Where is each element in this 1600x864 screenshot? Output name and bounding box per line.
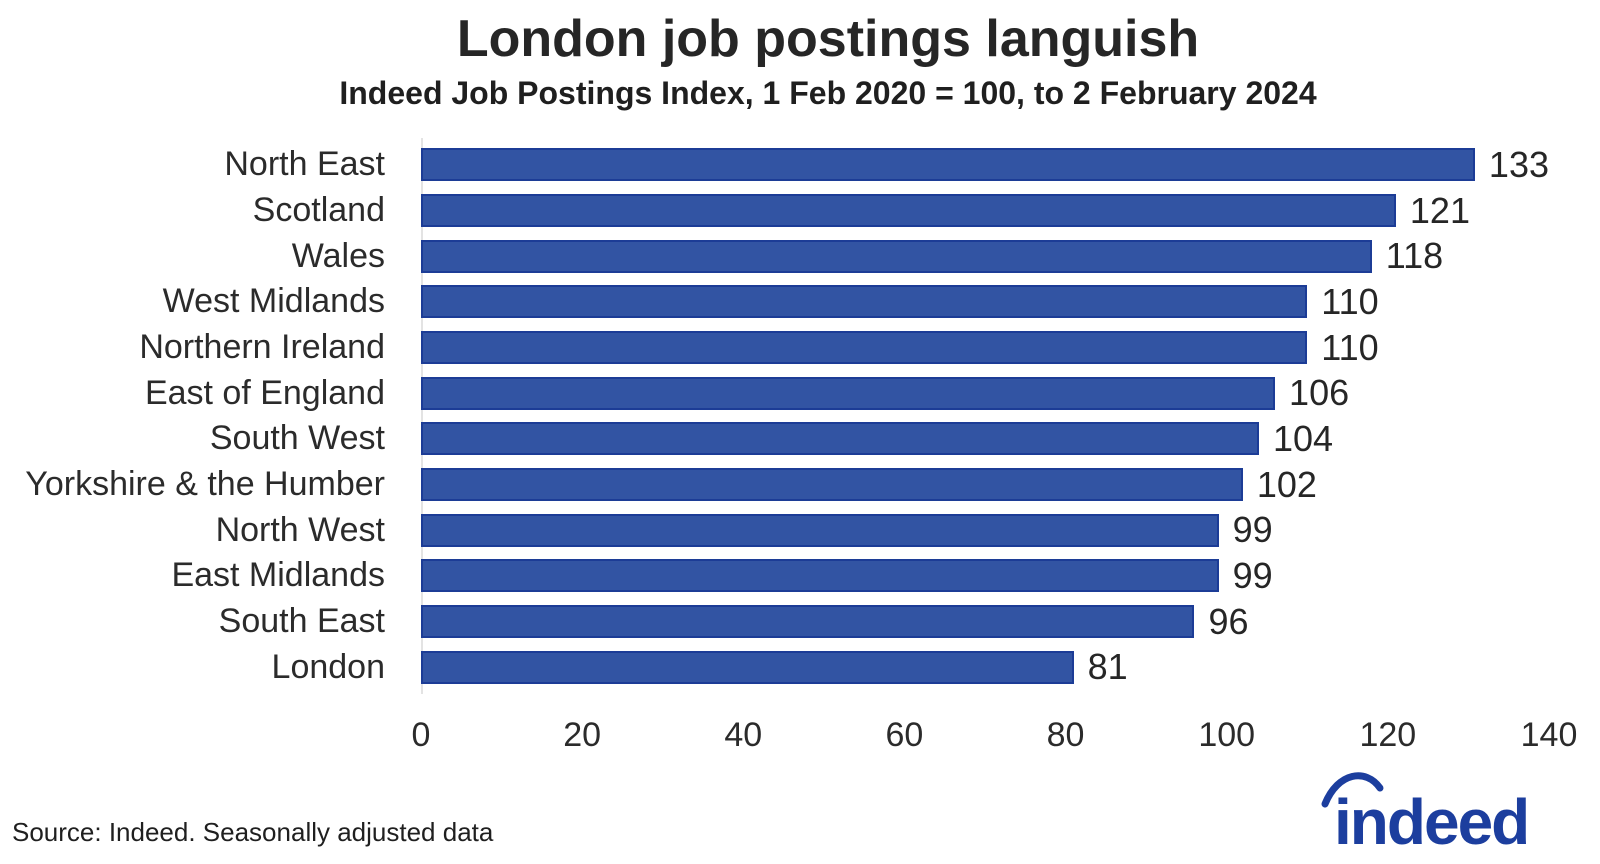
value-label: 102 bbox=[1256, 463, 1317, 505]
bar-row: London 81 bbox=[0, 644, 1600, 690]
bar-track: 99 bbox=[421, 553, 1549, 599]
x-tick-label: 40 bbox=[724, 716, 763, 754]
value-label: 104 bbox=[1272, 417, 1334, 459]
category-label: East of England bbox=[144, 373, 385, 412]
category-label: North East bbox=[224, 145, 385, 184]
bar-track: 106 bbox=[421, 370, 1549, 416]
bar-track: 110 bbox=[421, 325, 1549, 371]
category-label: Scotland bbox=[252, 191, 385, 229]
bar-row: Wales 118 bbox=[0, 233, 1600, 279]
bar bbox=[421, 148, 1475, 182]
bar-row: Northern Ireland 110 bbox=[0, 325, 1600, 371]
bar-row: Yorkshire & the Humber 102 bbox=[0, 462, 1600, 508]
bar bbox=[421, 605, 1195, 639]
x-tick-label: 0 bbox=[411, 716, 431, 754]
indeed-logo: indeed bbox=[1320, 764, 1552, 856]
bar-track: 104 bbox=[421, 416, 1549, 462]
bar bbox=[421, 650, 1074, 684]
bar bbox=[421, 331, 1308, 365]
bar-track: 133 bbox=[421, 142, 1549, 188]
bar bbox=[421, 376, 1276, 410]
value-label: 96 bbox=[1208, 600, 1249, 642]
x-axis: 0 20 40 60 80 100 120 140 bbox=[412, 704, 1578, 762]
bar-track: 118 bbox=[421, 233, 1549, 279]
bar bbox=[421, 559, 1219, 593]
bar bbox=[421, 422, 1259, 456]
bar-track: 81 bbox=[421, 644, 1549, 690]
bar-track: 96 bbox=[421, 599, 1549, 645]
x-tick-label: 120 bbox=[1359, 716, 1417, 754]
bar-row: West Midlands 110 bbox=[0, 279, 1600, 325]
bar-row: East Midlands 99 bbox=[0, 553, 1600, 599]
bar bbox=[421, 285, 1308, 319]
bar-row: South East 96 bbox=[0, 599, 1600, 645]
value-label: 110 bbox=[1321, 280, 1379, 322]
value-label: 106 bbox=[1289, 372, 1350, 414]
category-label: South West bbox=[209, 419, 385, 458]
value-label: 110 bbox=[1321, 326, 1379, 368]
bar-track: 121 bbox=[421, 188, 1549, 234]
category-label: West Midlands bbox=[162, 282, 385, 321]
indeed-logo-arc-icon bbox=[1321, 772, 1384, 808]
bar-rows: North East 133 Scotland 121 Wales 118 West Mid… bbox=[0, 138, 1600, 694]
category-label: Yorkshire & the Humber bbox=[25, 465, 385, 504]
value-label: 99 bbox=[1232, 554, 1273, 596]
bar bbox=[421, 468, 1243, 502]
value-label: 81 bbox=[1087, 646, 1128, 688]
bar-track: 110 bbox=[421, 279, 1549, 325]
value-label: 133 bbox=[1488, 143, 1549, 185]
category-label: South East bbox=[218, 602, 385, 641]
bar-chart: North East 133 Scotland 121 Wales 118 West Mid… bbox=[0, 138, 1600, 762]
x-tick-label: 60 bbox=[885, 716, 924, 754]
indeed-logo-graphic: indeed bbox=[1321, 772, 1530, 856]
category-label: North West bbox=[215, 510, 385, 549]
value-label: 118 bbox=[1385, 235, 1444, 277]
chart-subtitle: Indeed Job Postings Index, 1 Feb 2020 = … bbox=[339, 75, 1317, 111]
bar-row: North East 133 bbox=[0, 142, 1600, 188]
bar-track: 99 bbox=[421, 507, 1549, 553]
x-tick-label: 80 bbox=[1046, 716, 1085, 754]
bar bbox=[421, 194, 1396, 227]
bar-row: North West 99 bbox=[0, 507, 1600, 553]
bar-track: 102 bbox=[421, 462, 1549, 508]
chart-header: London job postings languish Indeed Job … bbox=[0, 0, 1600, 114]
bar-row: East of England 106 bbox=[0, 370, 1600, 416]
category-label: Wales bbox=[291, 236, 385, 275]
chart-title: London job postings languish bbox=[456, 10, 1200, 68]
bar bbox=[421, 513, 1219, 547]
category-label: London bbox=[271, 647, 385, 686]
x-tick-label: 140 bbox=[1520, 716, 1578, 754]
bar-row: Scotland 121 bbox=[0, 188, 1600, 234]
bar bbox=[421, 239, 1372, 273]
value-label: 121 bbox=[1409, 189, 1470, 231]
value-label: 99 bbox=[1232, 509, 1273, 551]
category-label: Northern Ireland bbox=[139, 328, 385, 367]
category-label: East Midlands bbox=[171, 556, 385, 595]
x-tick-label: 20 bbox=[563, 716, 602, 754]
source-note: Source: Indeed. Seasonally adjusted data bbox=[12, 817, 494, 847]
indeed-logo-text: indeed bbox=[1334, 786, 1528, 856]
x-tick-label: 100 bbox=[1198, 716, 1256, 754]
bar-row: South West 104 bbox=[0, 416, 1600, 462]
